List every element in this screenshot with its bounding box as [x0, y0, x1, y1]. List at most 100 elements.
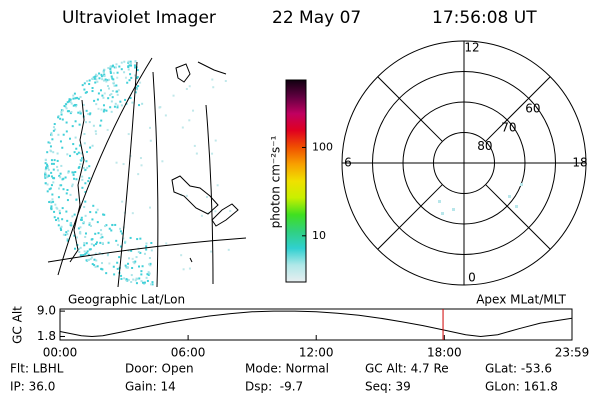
info-field: Mode: Normal	[245, 362, 329, 376]
emission-dot	[99, 124, 102, 127]
emission-dot	[61, 207, 64, 210]
emission-dot	[89, 112, 92, 115]
emission-dot	[116, 243, 119, 246]
emission-dot	[109, 65, 112, 68]
emission-dot	[46, 167, 49, 170]
emission-dot	[99, 241, 102, 244]
emission-dot	[84, 235, 87, 238]
emission-dot	[94, 232, 97, 235]
emission-dot	[188, 85, 191, 88]
emission-dot	[102, 69, 105, 72]
emission-dot	[134, 66, 137, 69]
emission-dot	[127, 66, 130, 69]
emission-dot	[107, 252, 110, 255]
emission-dot	[158, 106, 161, 109]
emission-dot	[83, 242, 86, 245]
emission-dot	[130, 274, 133, 277]
emission-dot	[103, 92, 106, 95]
emission-dot	[133, 64, 136, 67]
emission-dot	[145, 245, 148, 248]
emission-dot	[185, 87, 188, 90]
emission-dot	[80, 159, 83, 162]
emission-dot	[85, 251, 88, 254]
emission-dot	[139, 237, 142, 240]
emission-dot	[61, 146, 64, 149]
emission-dot	[78, 144, 81, 147]
emission-dot	[66, 233, 69, 236]
emission-dot	[116, 76, 119, 79]
emission-dot	[129, 96, 132, 99]
emission-dot	[438, 200, 441, 203]
emission-dot	[129, 60, 132, 63]
emission-dot	[65, 121, 68, 124]
emission-dot	[44, 176, 47, 179]
emission-dot	[129, 73, 132, 76]
meridian	[117, 61, 138, 287]
diag-line	[377, 184, 443, 250]
emission-dot	[82, 103, 85, 106]
emission-dot	[87, 180, 90, 183]
emission-dot	[87, 258, 90, 261]
emission-dot	[120, 245, 123, 248]
emission-dot	[105, 224, 108, 227]
emission-dot	[116, 93, 119, 96]
emission-dot	[205, 196, 208, 199]
emission-dot	[126, 266, 129, 269]
emission-dot	[80, 219, 83, 222]
emission-dot	[64, 176, 67, 179]
emission-dot	[100, 233, 103, 236]
emission-dot	[74, 171, 77, 174]
emission-dot	[69, 193, 72, 196]
emission-dot	[148, 257, 151, 260]
emission-dot	[57, 133, 60, 136]
emission-dot	[60, 225, 63, 228]
emission-dot	[95, 132, 98, 135]
emission-dot	[100, 75, 103, 78]
lat-label: 80	[477, 139, 492, 153]
emission-dot	[137, 85, 140, 88]
colorbar: 10 100	[285, 79, 333, 283]
emission-dot	[95, 259, 98, 262]
emission-dot	[108, 262, 111, 265]
emission-dot	[147, 271, 150, 274]
emission-dot	[59, 176, 62, 179]
emission-dot	[59, 117, 62, 120]
emission-dot	[71, 183, 74, 186]
emission-dot	[100, 119, 103, 122]
emission-dot	[229, 209, 232, 212]
emission-dot	[79, 226, 82, 229]
emission-dot	[107, 241, 110, 244]
emission-dot	[508, 195, 511, 198]
emission-dot	[135, 88, 138, 91]
emission-dot	[138, 277, 141, 280]
emission-dot	[56, 159, 59, 162]
emission-dot	[141, 102, 144, 105]
emission-dot	[81, 186, 84, 189]
emission-dot	[66, 110, 69, 113]
emission-dot	[146, 273, 149, 276]
emission-dot	[128, 257, 131, 260]
emission-dot	[106, 128, 109, 131]
emission-dot	[78, 123, 81, 126]
emission-dot	[54, 219, 57, 222]
emission-dot	[132, 260, 135, 263]
emission-dot	[79, 163, 82, 166]
emission-dot	[95, 242, 98, 245]
emission-dot	[120, 277, 123, 280]
emission-dot	[99, 89, 102, 92]
emission-dot	[98, 252, 101, 255]
emission-dot	[108, 94, 111, 97]
emission-dot	[99, 236, 102, 239]
emission-dot	[110, 110, 113, 113]
emission-dot	[148, 272, 151, 275]
emission-dot	[140, 164, 143, 167]
emission-dot	[86, 258, 89, 261]
emission-dot	[47, 141, 50, 144]
emission-dot	[67, 110, 70, 113]
emission-dot	[72, 97, 75, 100]
emission-dot	[66, 239, 69, 242]
emission-dot	[46, 151, 49, 154]
emission-dot	[85, 109, 88, 112]
emission-dot	[151, 281, 154, 284]
emission-dot	[90, 256, 93, 259]
